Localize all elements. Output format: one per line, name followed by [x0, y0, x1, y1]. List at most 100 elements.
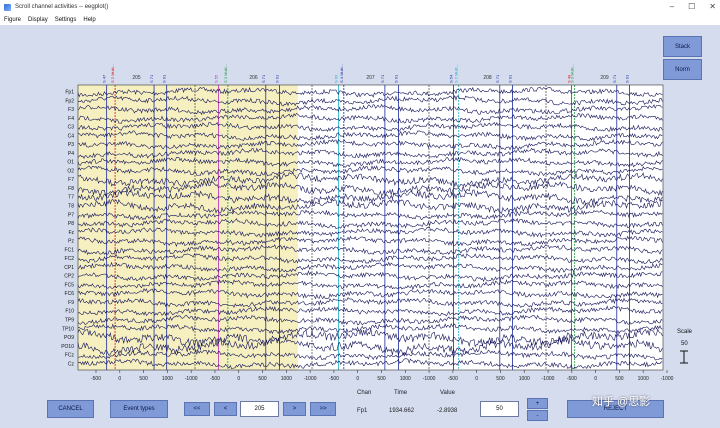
x-tick-label: 0: [475, 376, 478, 380]
close-icon[interactable]: ✕: [709, 2, 716, 11]
minimize-icon[interactable]: –: [669, 2, 675, 11]
channel-trace: [77, 112, 663, 124]
channel-label: Fz: [68, 230, 74, 236]
x-tick-label: 0: [356, 376, 359, 380]
event-marker-label: S 71: [261, 74, 266, 83]
channel-label: F9: [68, 300, 74, 306]
channel-trace: [77, 261, 663, 274]
x-tick-label: -1000: [423, 376, 436, 380]
event-types-button[interactable]: Event types: [110, 400, 168, 418]
x-tick-label: -500: [210, 376, 220, 380]
channel-trace: [77, 227, 663, 238]
menu-settings[interactable]: Settings: [54, 16, 77, 23]
channel-label: PO10: [61, 344, 74, 350]
channel-trace: [77, 103, 663, 116]
window-title: Scroll channel activities -- eegplot(): [15, 4, 109, 10]
x-tick-label: 0: [594, 376, 597, 380]
x-tick-label: 0: [237, 376, 240, 380]
scale-input[interactable]: 50: [480, 401, 519, 417]
x-tick-label: -1000: [661, 376, 674, 380]
event-marker-label: S 91: [162, 74, 167, 83]
event-marker-label: S 4 Multi...: [339, 64, 344, 83]
x-tick-label: 1000: [519, 376, 530, 380]
event-marker-label: S 3 Multi...: [223, 64, 228, 83]
channel-trace: [77, 172, 663, 188]
channel-label: P8: [68, 221, 74, 227]
title-bar: Scroll channel activities -- eegplot() –…: [0, 0, 720, 14]
stack-button[interactable]: Stack: [663, 36, 702, 57]
scale-minus-button[interactable]: -: [527, 410, 548, 421]
reject-button[interactable]: REJECT: [567, 400, 664, 418]
event-marker-label: S 71: [495, 74, 500, 83]
app-icon: [4, 3, 11, 11]
channel-label: PO9: [64, 335, 74, 341]
watermark: 知乎 @思影: [592, 396, 651, 408]
prev-button[interactable]: <: [214, 402, 237, 416]
next-button[interactable]: >: [283, 402, 306, 416]
scale-plus-button[interactable]: +: [527, 398, 548, 409]
maximize-icon[interactable]: ☐: [688, 2, 696, 11]
channel-trace: [77, 305, 663, 317]
event-marker-label: S 3 Multi...: [570, 64, 575, 83]
norm-button[interactable]: Norm: [663, 59, 702, 80]
channel-label: F3: [68, 107, 74, 113]
channel-trace: [77, 180, 663, 197]
x-tick-label: -500: [448, 376, 458, 380]
channel-label: Cz: [68, 361, 75, 367]
time-value: 1934.662: [389, 408, 415, 414]
channel-label: C4: [68, 133, 75, 139]
channel-trace: [77, 86, 663, 98]
rejected-region-highlight: [78, 85, 298, 370]
x-tick-label: 0: [118, 376, 121, 380]
event-marker-label: S 47: [102, 74, 107, 83]
event-marker-label: S 71: [149, 74, 154, 83]
channel-trace: [77, 165, 663, 177]
menu-figure[interactable]: Figure: [4, 16, 22, 23]
event-marker-label: S 2 Multi...: [110, 64, 115, 83]
channel-label: TP10: [62, 326, 74, 332]
channel-label: C3: [68, 125, 75, 131]
chan-value: Fp1: [357, 408, 368, 414]
next-next-button[interactable]: >>: [310, 402, 336, 416]
event-marker-label: S 91: [507, 74, 512, 83]
event-marker-label: S 91: [394, 74, 399, 83]
x-tick-label: 500: [615, 376, 624, 380]
channel-label: FCz: [65, 353, 75, 359]
scale-value: 50: [680, 341, 688, 347]
channel-label: FC5: [65, 282, 75, 288]
channel-label: P3: [68, 142, 74, 148]
epoch-label: 206: [249, 75, 258, 81]
x-tick-label: -500: [91, 376, 101, 380]
channel-trace: [77, 279, 663, 291]
channel-trace: [77, 349, 663, 361]
channel-label: Fp2: [65, 98, 74, 104]
channel-trace: [77, 322, 663, 335]
epoch-label: 209: [600, 75, 609, 81]
x-tick-label: 1000: [400, 376, 411, 380]
channel-label: CP1: [64, 265, 74, 271]
channel-label: O1: [67, 160, 74, 166]
x-tick-label: -500: [567, 376, 577, 380]
menu-help[interactable]: Help: [83, 16, 96, 23]
channel-trace: [77, 198, 663, 214]
event-marker-label: S 49: [567, 74, 572, 83]
cancel-button[interactable]: CANCEL: [47, 400, 94, 418]
channel-trace: [77, 314, 663, 326]
channel-label: T8: [68, 204, 74, 210]
menu-bar: Figure Display Settings Help: [0, 14, 720, 25]
channel-label: F10: [65, 309, 74, 315]
position-input[interactable]: 205: [240, 401, 279, 417]
event-marker-label: S 54: [448, 74, 453, 83]
channel-label: FC2: [65, 256, 75, 262]
menu-display[interactable]: Display: [28, 16, 48, 23]
channel-label: F4: [68, 116, 74, 122]
prev-prev-button[interactable]: <<: [184, 402, 210, 416]
x-tick-label: -1000: [185, 376, 198, 380]
x-tick-label: -1000: [542, 376, 555, 380]
epoch-label: 208: [483, 75, 492, 81]
x-tick-label: 1000: [281, 376, 292, 380]
channel-trace: [77, 189, 663, 205]
channel-trace: [77, 121, 663, 133]
